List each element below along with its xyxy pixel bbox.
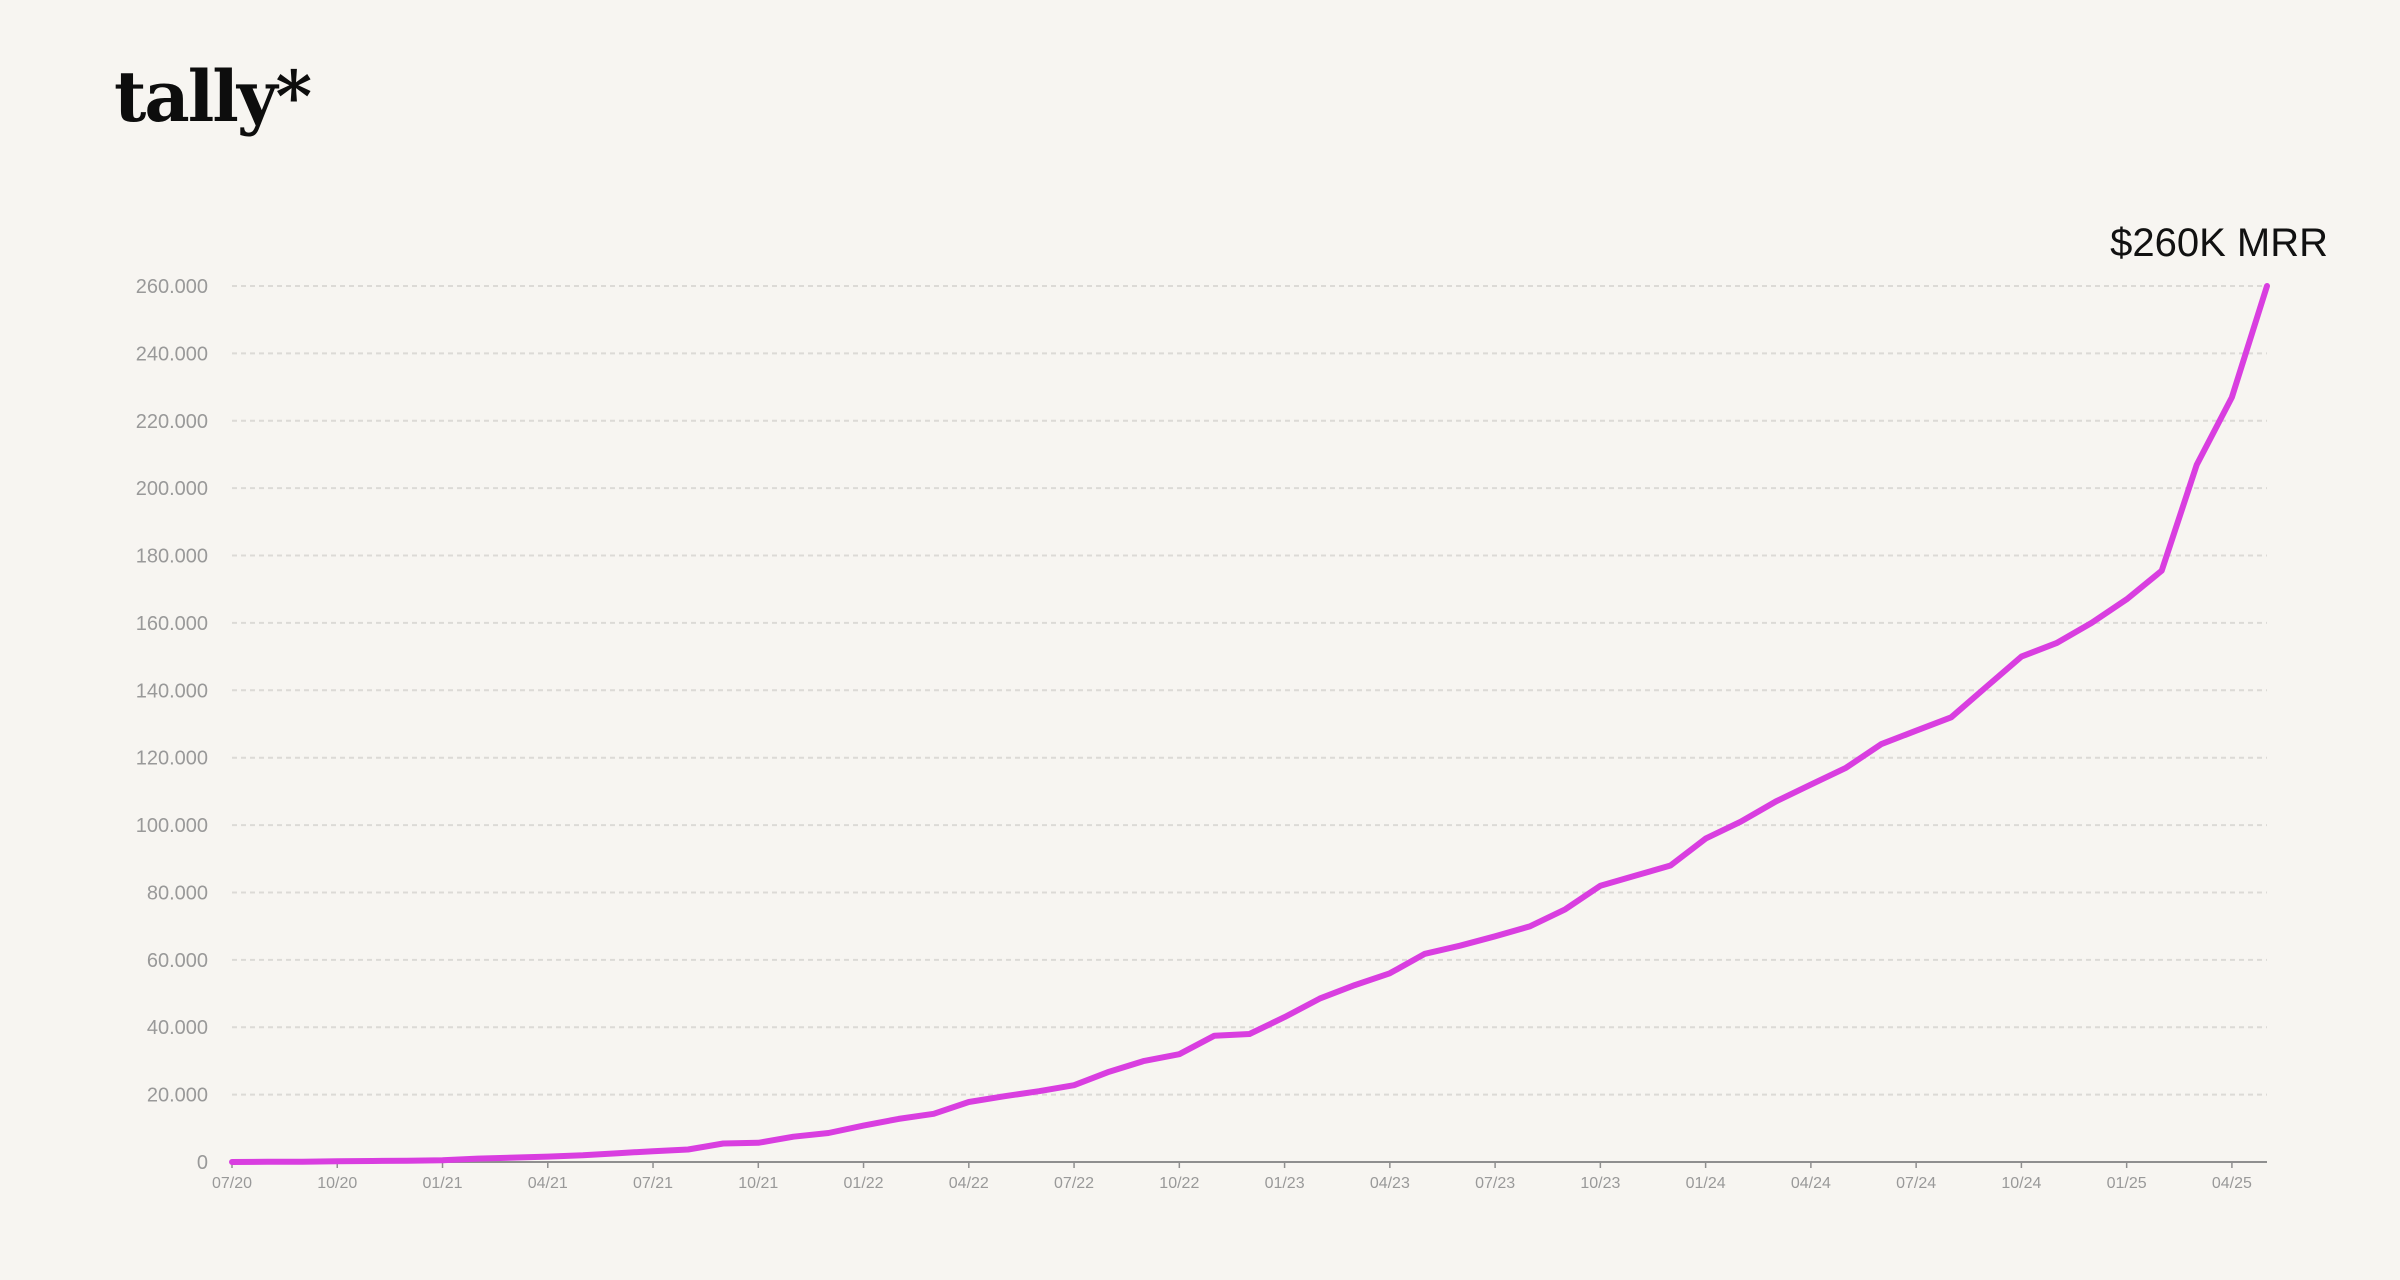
y-tick-label: 60.000: [147, 950, 208, 972]
x-tick-label: 10/20: [317, 1175, 357, 1192]
y-tick-label: 120.000: [136, 748, 208, 770]
y-tick-label: 100.000: [136, 815, 208, 837]
mrr-series-line: [229, 283, 2270, 1165]
x-tick-label: 07/22: [1054, 1175, 1094, 1192]
x-tick-label: 04/22: [949, 1175, 989, 1192]
y-axis-tick-labels: 0 20.000 40.000 60.000 80.000 100.000 120.000 1…: [136, 276, 208, 1174]
y-tick-label: 40.000: [147, 1017, 208, 1039]
x-tick-label: 04/23: [1370, 1175, 1410, 1192]
x-tick-label: 07/23: [1475, 1175, 1515, 1192]
series-layer: [229, 283, 2270, 1165]
x-tick-label: 04/25: [2212, 1175, 2252, 1192]
x-tick-label: 10/22: [1159, 1175, 1199, 1192]
x-tick-label: 01/21: [422, 1175, 462, 1192]
x-tick-label: 01/24: [1686, 1175, 1726, 1192]
x-tick-label: 10/24: [2001, 1175, 2041, 1192]
x-tick-label: 07/20: [212, 1175, 252, 1192]
x-axis-tick-labels: 07/20 10/20 01/21 04/21 07/21 10/21 01/22 04/22…: [212, 1175, 2252, 1192]
y-tick-label: 140.000: [136, 680, 208, 702]
x-tick-label: 07/24: [1896, 1175, 1936, 1192]
x-tick-label: 04/24: [1791, 1175, 1831, 1192]
x-tick-label: 01/22: [844, 1175, 884, 1192]
axes: [231, 1161, 2267, 1168]
y-tick-label: 80.000: [147, 882, 208, 904]
y-tick-label: 20.000: [147, 1085, 208, 1107]
y-tick-label: 160.000: [136, 613, 208, 635]
gridlines: [232, 285, 2267, 1096]
x-tick-label: 10/23: [1580, 1175, 1620, 1192]
x-tick-label: 10/21: [738, 1175, 778, 1192]
y-tick-label: 200.000: [136, 478, 208, 500]
y-tick-label: 240.000: [136, 343, 208, 365]
y-tick-label: 260.000: [136, 276, 208, 298]
tally-logo: tally*: [114, 55, 312, 138]
x-tick-label: 07/21: [633, 1175, 673, 1192]
y-tick-label: 180.000: [136, 546, 208, 568]
x-tick-label: 01/25: [2107, 1175, 2147, 1192]
y-tick-label: 0: [197, 1152, 208, 1174]
mrr-end-label: $260K MRR: [2110, 221, 2328, 265]
x-tick-label: 01/23: [1265, 1175, 1305, 1192]
x-tick-label: 04/21: [528, 1175, 568, 1192]
annotations: $260K MRR: [2110, 221, 2328, 265]
y-tick-label: 220.000: [136, 411, 208, 433]
